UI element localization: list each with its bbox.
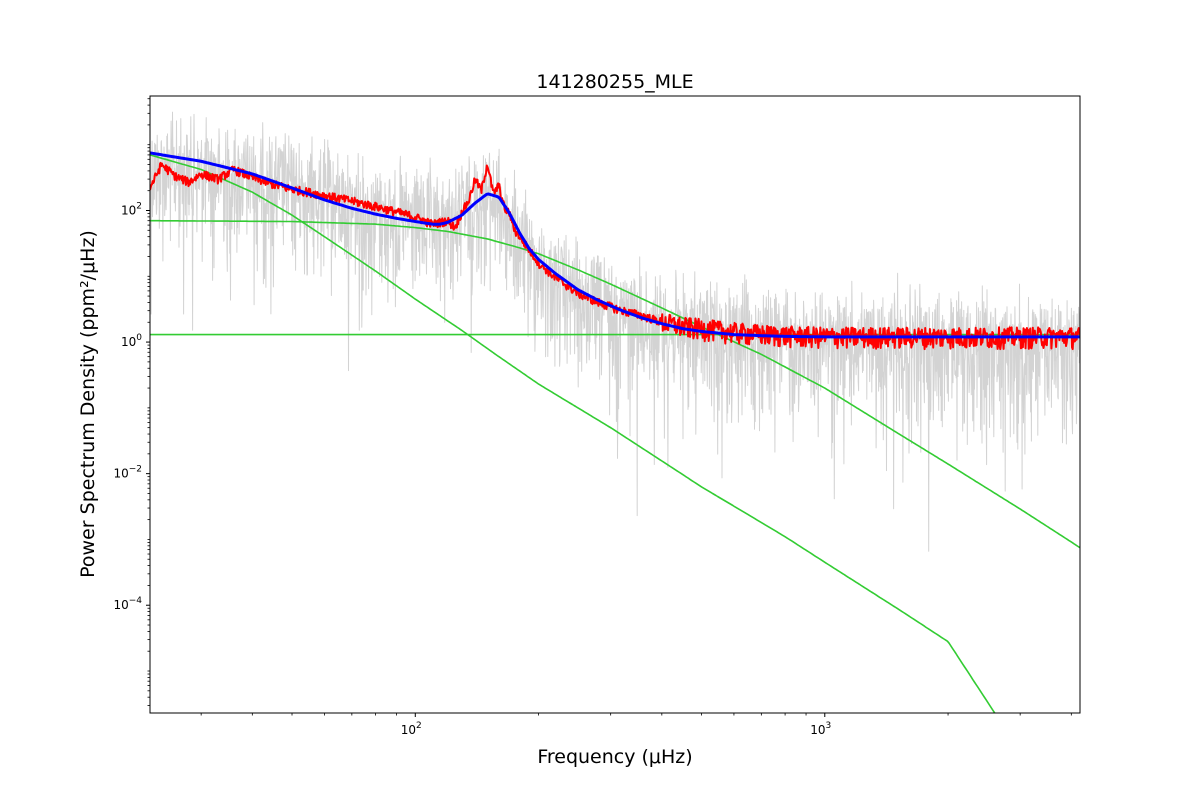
chart-title: 141280255_MLE xyxy=(536,71,693,93)
y-tick-label: 102 xyxy=(121,201,142,217)
plot-frame xyxy=(149,95,1081,714)
y-tick-label: 10−4 xyxy=(113,596,142,612)
y-tick-label: 100 xyxy=(121,333,142,349)
series-layer xyxy=(150,111,1080,713)
model-fit-line xyxy=(150,151,1080,339)
raw-spectrum-line xyxy=(150,111,1080,552)
x-axis-label: Frequency (μHz) xyxy=(537,746,692,768)
y-axis-label: Power Spectrum Density (ppm²/μHz) xyxy=(77,230,99,578)
granulation-component-1-line xyxy=(150,154,996,713)
x-tick-label: 102 xyxy=(401,721,422,737)
x-tick-label: 103 xyxy=(810,721,831,737)
ticks-layer: 102 103 10−4 10−2 100 102 xyxy=(113,98,1072,737)
granulation-component-2-line xyxy=(150,219,1080,549)
y-tick-label: 10−2 xyxy=(113,465,142,481)
